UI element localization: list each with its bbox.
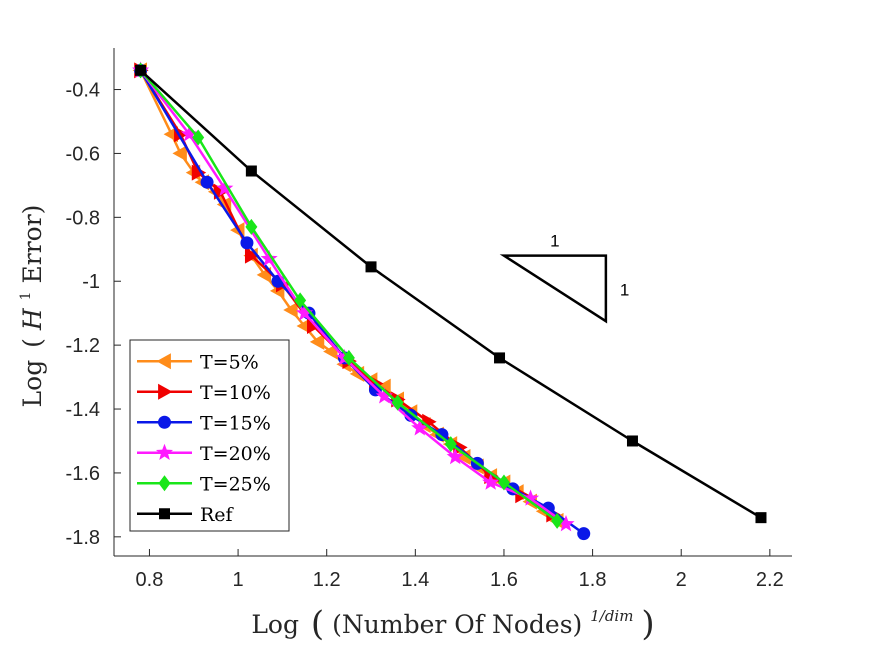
x-axis-label-close-paren: ) xyxy=(641,604,654,644)
legend-item-t-25: T=25% xyxy=(137,473,271,495)
tick-labels: 0.8 1 1.2 1.4 1.6 1.8 2 2.2 -0.4 -0.6 -0.8 -1 -1.2 -1… xyxy=(66,80,784,591)
data-point-ref xyxy=(365,261,377,273)
x-tick-label: 1.6 xyxy=(490,569,518,591)
data-point-t-15 xyxy=(577,527,591,541)
legend-label: T=25% xyxy=(200,473,271,495)
y-axis-label-prefix: Log xyxy=(18,360,47,408)
data-point-t-10 xyxy=(244,247,260,264)
data-point-t-20 xyxy=(375,387,393,404)
data-point-t-25 xyxy=(391,394,404,411)
y-axis-label-rest: Error) xyxy=(18,205,47,284)
slope-triangle-vertical-label: 1 xyxy=(620,280,629,299)
slope-triangle-horizontal-label: 1 xyxy=(550,232,559,251)
data-point-t-25 xyxy=(245,218,258,235)
y-axis-label-sup: 1 xyxy=(18,291,34,300)
x-tick-label: 1 xyxy=(233,569,244,591)
legend-swatch-marker xyxy=(158,475,171,492)
y-axis-label-script: H xyxy=(18,307,47,331)
legend-label: T=20% xyxy=(200,443,271,465)
data-point-t-20 xyxy=(216,179,234,196)
series-line-ref xyxy=(139,69,762,519)
x-axis-label: Log ( (Number Of Nodes) 1/dim ) xyxy=(251,598,654,644)
slope-triangle xyxy=(499,254,608,324)
data-point-t-25 xyxy=(444,436,457,453)
data-point-t-20 xyxy=(521,489,540,506)
series-ref xyxy=(135,64,767,524)
x-tick-label: 1.2 xyxy=(313,569,341,591)
data-point-t-20 xyxy=(260,249,278,267)
y-tick-label: -1.2 xyxy=(66,335,100,357)
data-point-t-20 xyxy=(557,515,575,532)
data-point-t-10 xyxy=(453,439,468,456)
data-point-t-20 xyxy=(295,304,314,321)
x-tick-label: 1.8 xyxy=(579,569,607,591)
y-axis-label: Log ( H 1 Error) xyxy=(7,205,47,408)
x-tick-label: 2.2 xyxy=(756,569,784,591)
legend-item-ref: Ref xyxy=(137,504,235,526)
x-axis-label-inner: (Number Of Nodes) xyxy=(332,610,582,639)
y-tick-label: -1.6 xyxy=(66,463,100,485)
axes xyxy=(113,48,792,557)
legend-item-t-20: T=20% xyxy=(137,443,271,465)
y-tick-label: -1.4 xyxy=(66,399,100,421)
data-point-t-15 xyxy=(240,236,254,250)
data-point-t-25 xyxy=(192,129,205,146)
data-point-ref xyxy=(755,512,767,524)
x-tick-label: 1.4 xyxy=(401,569,429,591)
data-point-t-10 xyxy=(191,164,207,181)
data-point-ref xyxy=(245,165,257,177)
legend-item-t-10: T=10% xyxy=(137,382,271,404)
series-t-25 xyxy=(134,62,564,529)
legend-label: Ref xyxy=(200,504,235,526)
legend-item-t-15: T=15% xyxy=(137,412,271,434)
data-point-t-20 xyxy=(180,125,198,142)
data-point-t-25 xyxy=(342,349,355,366)
legend-swatch-marker xyxy=(155,443,174,461)
legend: T=5% T=10% T=15% T=20% T=25% Ref xyxy=(129,339,290,532)
legend-label: T=15% xyxy=(200,412,271,434)
data-point-t-5 xyxy=(172,145,187,162)
y-tick-label: -1 xyxy=(82,271,100,293)
legend-item-t-5: T=5% xyxy=(137,351,259,373)
legend-swatch-marker xyxy=(159,508,170,520)
plot-area xyxy=(132,61,767,541)
data-point-t-10 xyxy=(174,126,189,143)
data-point-t-25 xyxy=(497,474,510,491)
data-point-t-25 xyxy=(294,292,307,309)
slope-triangle-annotation: 11 xyxy=(499,232,629,324)
data-point-t-5 xyxy=(283,301,298,318)
data-point-t-25 xyxy=(551,512,564,529)
data-point-t-20 xyxy=(446,447,464,465)
y-tick-label: -1.8 xyxy=(66,527,100,549)
y-axis-label-open-paren: ( xyxy=(18,338,47,348)
data-point-t-20 xyxy=(411,419,429,436)
y-tick-label: -0.6 xyxy=(66,143,100,165)
y-tick-label: -0.4 xyxy=(66,80,100,102)
data-point-ref xyxy=(494,352,506,364)
data-point-t-20 xyxy=(482,473,500,490)
legend-swatch-marker xyxy=(158,383,173,400)
legend-label: T=10% xyxy=(200,382,271,404)
data-point-ref xyxy=(626,435,638,447)
x-axis-label-sup: 1/dim xyxy=(590,607,633,625)
data-point-t-10 xyxy=(307,317,322,334)
x-axis-label-open-paren: ( xyxy=(311,604,324,644)
legend-swatch-marker xyxy=(158,415,171,429)
legend-swatch-marker xyxy=(156,353,171,370)
data-point-t-5 xyxy=(309,333,325,350)
series-line-t-20 xyxy=(139,69,567,526)
y-tick-label: -0.8 xyxy=(66,207,100,229)
data-point-ref xyxy=(135,64,147,76)
legend-box xyxy=(129,339,290,532)
legend-label: T=5% xyxy=(200,351,259,373)
x-axis-label-prefix: Log xyxy=(251,610,299,639)
data-point-t-15 xyxy=(435,428,449,442)
data-point-t-15 xyxy=(200,175,214,189)
x-tick-label: 0.8 xyxy=(136,569,164,591)
x-tick-label: 2 xyxy=(676,569,687,591)
